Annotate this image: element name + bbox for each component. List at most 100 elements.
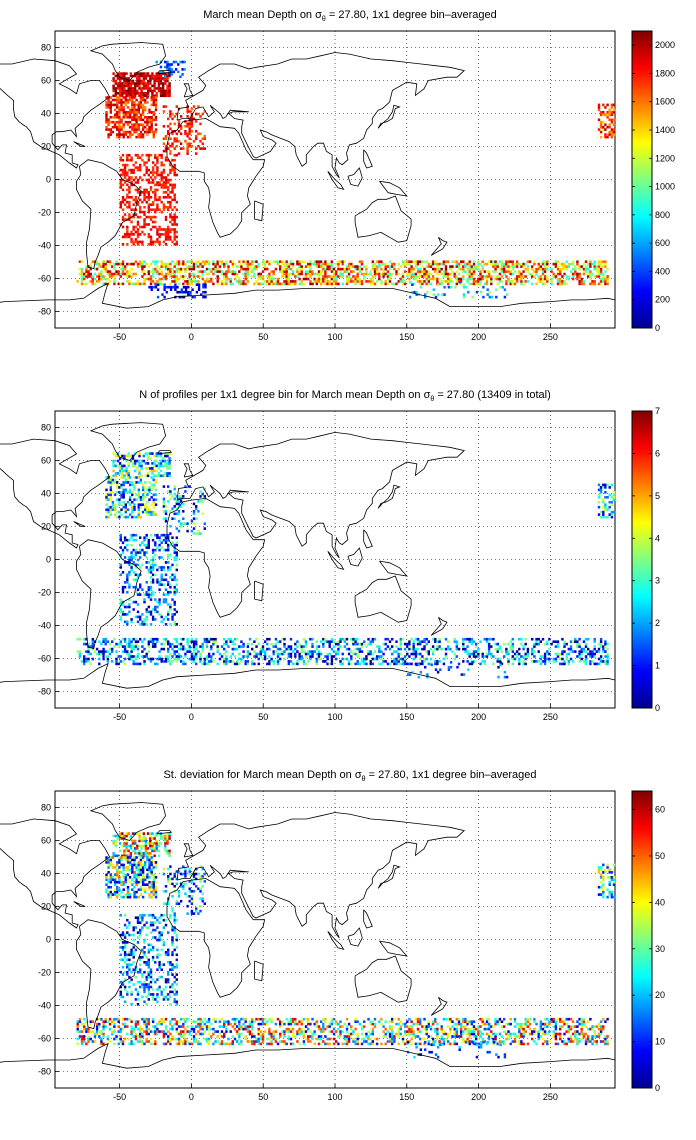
data-cell <box>105 873 108 877</box>
data-cell <box>190 120 194 123</box>
data-cell <box>143 193 146 197</box>
data-cell <box>235 662 239 666</box>
data-cell <box>157 462 161 465</box>
data-cell <box>167 490 170 493</box>
data-cell <box>415 290 418 294</box>
data-cell <box>85 270 88 273</box>
data-cell <box>496 650 499 653</box>
data-cell <box>589 270 592 273</box>
data-cell <box>151 74 154 78</box>
data-cell <box>423 270 426 273</box>
data-cell <box>266 662 269 666</box>
data-cell <box>302 277 306 281</box>
data-cell <box>118 842 122 845</box>
data-cell <box>485 262 489 266</box>
data-cell <box>141 125 145 129</box>
data-cell <box>197 510 200 513</box>
data-cell <box>515 277 519 281</box>
data-cell <box>419 282 422 286</box>
data-cell <box>151 208 155 211</box>
data-cell <box>497 675 500 679</box>
data-cell <box>543 277 547 281</box>
data-cell <box>302 645 306 648</box>
data-cell <box>363 640 366 643</box>
data-cell <box>156 568 159 572</box>
data-cell <box>166 852 169 855</box>
data-cell <box>130 181 133 184</box>
data-cell <box>184 139 187 143</box>
data-cell <box>199 532 202 535</box>
data-cell <box>231 265 234 268</box>
data-cell <box>518 637 521 641</box>
data-cell <box>130 533 133 537</box>
data-cell <box>116 486 119 489</box>
data-cell <box>218 265 222 268</box>
data-cell <box>133 125 136 129</box>
data-cell <box>146 505 149 509</box>
data-cell <box>138 84 141 88</box>
data-cell <box>602 111 605 114</box>
data-cell <box>131 839 135 843</box>
data-cell <box>531 660 534 663</box>
data-cell <box>591 655 594 658</box>
data-cell <box>283 657 286 661</box>
data-cell <box>546 265 549 268</box>
data-cell <box>369 652 372 656</box>
data-cell <box>576 640 579 643</box>
data-cell <box>134 230 138 234</box>
data-cell <box>444 647 448 651</box>
data-cell <box>128 571 131 574</box>
data-cell <box>492 260 495 263</box>
data-cell <box>147 585 150 589</box>
data-cell <box>294 642 297 646</box>
data-cell <box>612 128 616 131</box>
data-cell <box>410 267 413 271</box>
data-cell <box>164 277 168 281</box>
data-cell <box>139 191 142 194</box>
data-cell <box>109 101 112 104</box>
data-cell <box>255 267 258 271</box>
data-cell <box>455 282 458 286</box>
data-cell <box>153 464 156 468</box>
data-cell <box>335 642 338 646</box>
data-cell <box>141 548 144 552</box>
data-cell <box>128 188 131 192</box>
data-cell <box>167 225 170 229</box>
data-cell <box>190 144 194 148</box>
data-cell <box>322 642 325 646</box>
data-cell <box>477 652 480 656</box>
data-cell <box>167 647 170 651</box>
data-cell <box>137 123 140 126</box>
data-cell <box>447 272 450 276</box>
data-cell <box>158 600 161 604</box>
data-cell <box>464 262 467 266</box>
data-cell <box>135 123 138 126</box>
data-cell <box>153 462 156 465</box>
data-cell <box>156 662 159 666</box>
data-cell <box>548 652 551 656</box>
data-cell <box>246 650 250 653</box>
data-cell <box>192 117 196 121</box>
data-cell <box>296 267 299 271</box>
data-cell <box>462 637 465 641</box>
data-cell <box>363 265 366 268</box>
data-cell <box>164 94 167 98</box>
data-cell <box>255 645 258 648</box>
data-cell <box>134 208 138 211</box>
data-cell <box>116 77 120 80</box>
data-cell <box>102 262 105 266</box>
data-cell <box>246 662 250 666</box>
data-cell <box>403 647 407 651</box>
data-cell <box>268 260 271 263</box>
data-cell <box>261 657 265 661</box>
data-cell <box>139 498 143 501</box>
data-cell <box>589 660 592 663</box>
data-cell <box>186 267 189 271</box>
data-cell <box>447 277 450 281</box>
data-cell <box>180 288 183 291</box>
data-cell <box>85 265 88 268</box>
data-cell <box>599 270 603 273</box>
data-cell <box>179 270 183 273</box>
data-cell <box>369 650 372 653</box>
